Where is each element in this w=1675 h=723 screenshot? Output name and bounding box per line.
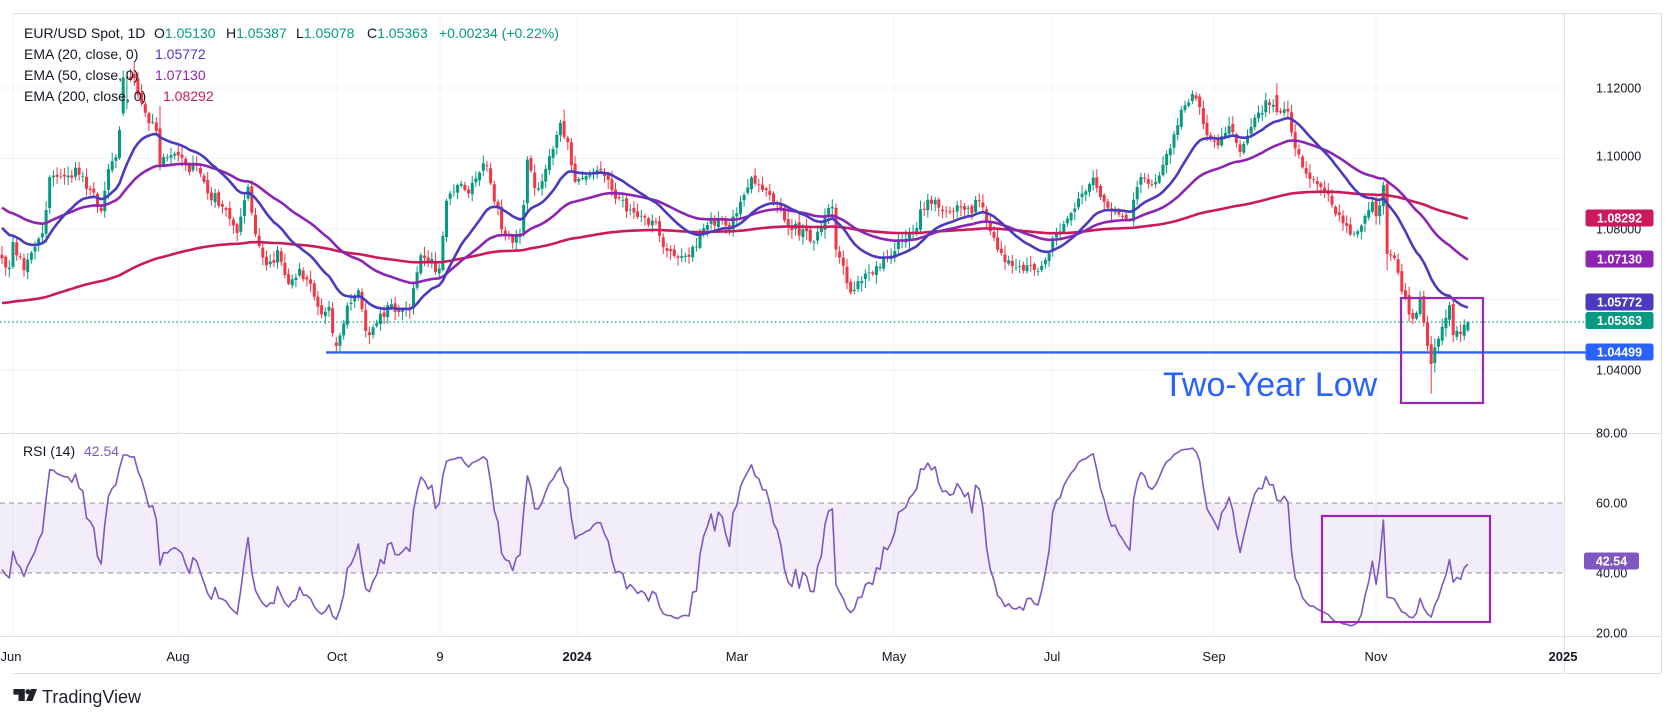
- svg-text:O1.05130: O1.05130: [154, 25, 216, 41]
- svg-text:Mar: Mar: [726, 649, 749, 664]
- svg-text:EMA (50, close, 0): EMA (50, close, 0): [24, 67, 138, 83]
- svg-text:EUR/USD Spot, 1D: EUR/USD Spot, 1D: [24, 25, 145, 41]
- svg-text:1.10000: 1.10000: [1596, 149, 1641, 163]
- svg-text:9: 9: [436, 649, 443, 664]
- svg-text:1.05772: 1.05772: [1597, 295, 1642, 309]
- svg-text:TradingView: TradingView: [42, 687, 142, 707]
- svg-text:Oct: Oct: [327, 649, 348, 664]
- svg-text:1.08292: 1.08292: [163, 88, 214, 104]
- svg-text:+0.00234 (+0.22%): +0.00234 (+0.22%): [439, 25, 559, 41]
- svg-text:1.05772: 1.05772: [155, 46, 206, 62]
- svg-text:1.05363: 1.05363: [1597, 314, 1642, 328]
- svg-text:42.54: 42.54: [1596, 554, 1627, 568]
- svg-text:1.04499: 1.04499: [1597, 345, 1642, 359]
- svg-text:Jun: Jun: [1, 649, 22, 664]
- svg-text:Aug: Aug: [166, 649, 189, 664]
- svg-text:42.54: 42.54: [84, 443, 119, 459]
- svg-text:80.00: 80.00: [1596, 426, 1627, 440]
- svg-text:1.08292: 1.08292: [1597, 211, 1642, 225]
- svg-text:60.00: 60.00: [1596, 496, 1627, 510]
- svg-text:EMA (20, close, 0): EMA (20, close, 0): [24, 46, 138, 62]
- svg-text:EMA (200, close, 0): EMA (200, close, 0): [24, 88, 146, 104]
- svg-text:May: May: [882, 649, 907, 664]
- svg-text:L1.05078: L1.05078: [296, 25, 355, 41]
- svg-text:2024: 2024: [563, 649, 593, 664]
- svg-text:20.00: 20.00: [1596, 626, 1627, 640]
- svg-text:1.12000: 1.12000: [1596, 81, 1641, 95]
- svg-text:H1.05387: H1.05387: [226, 25, 287, 41]
- svg-text:1.07130: 1.07130: [1597, 252, 1642, 266]
- svg-text:2025: 2025: [1549, 649, 1578, 664]
- svg-text:RSI (14): RSI (14): [23, 443, 75, 459]
- svg-text:1.07130: 1.07130: [155, 67, 206, 83]
- svg-text:1.04000: 1.04000: [1596, 363, 1641, 377]
- svg-text:C1.05363: C1.05363: [367, 25, 428, 41]
- svg-text:Nov: Nov: [1364, 649, 1388, 664]
- svg-text:Two-Year Low: Two-Year Low: [1163, 366, 1378, 404]
- svg-text:Jul: Jul: [1044, 649, 1061, 664]
- svg-text:40.00: 40.00: [1596, 566, 1627, 580]
- svg-text:Sep: Sep: [1202, 649, 1225, 664]
